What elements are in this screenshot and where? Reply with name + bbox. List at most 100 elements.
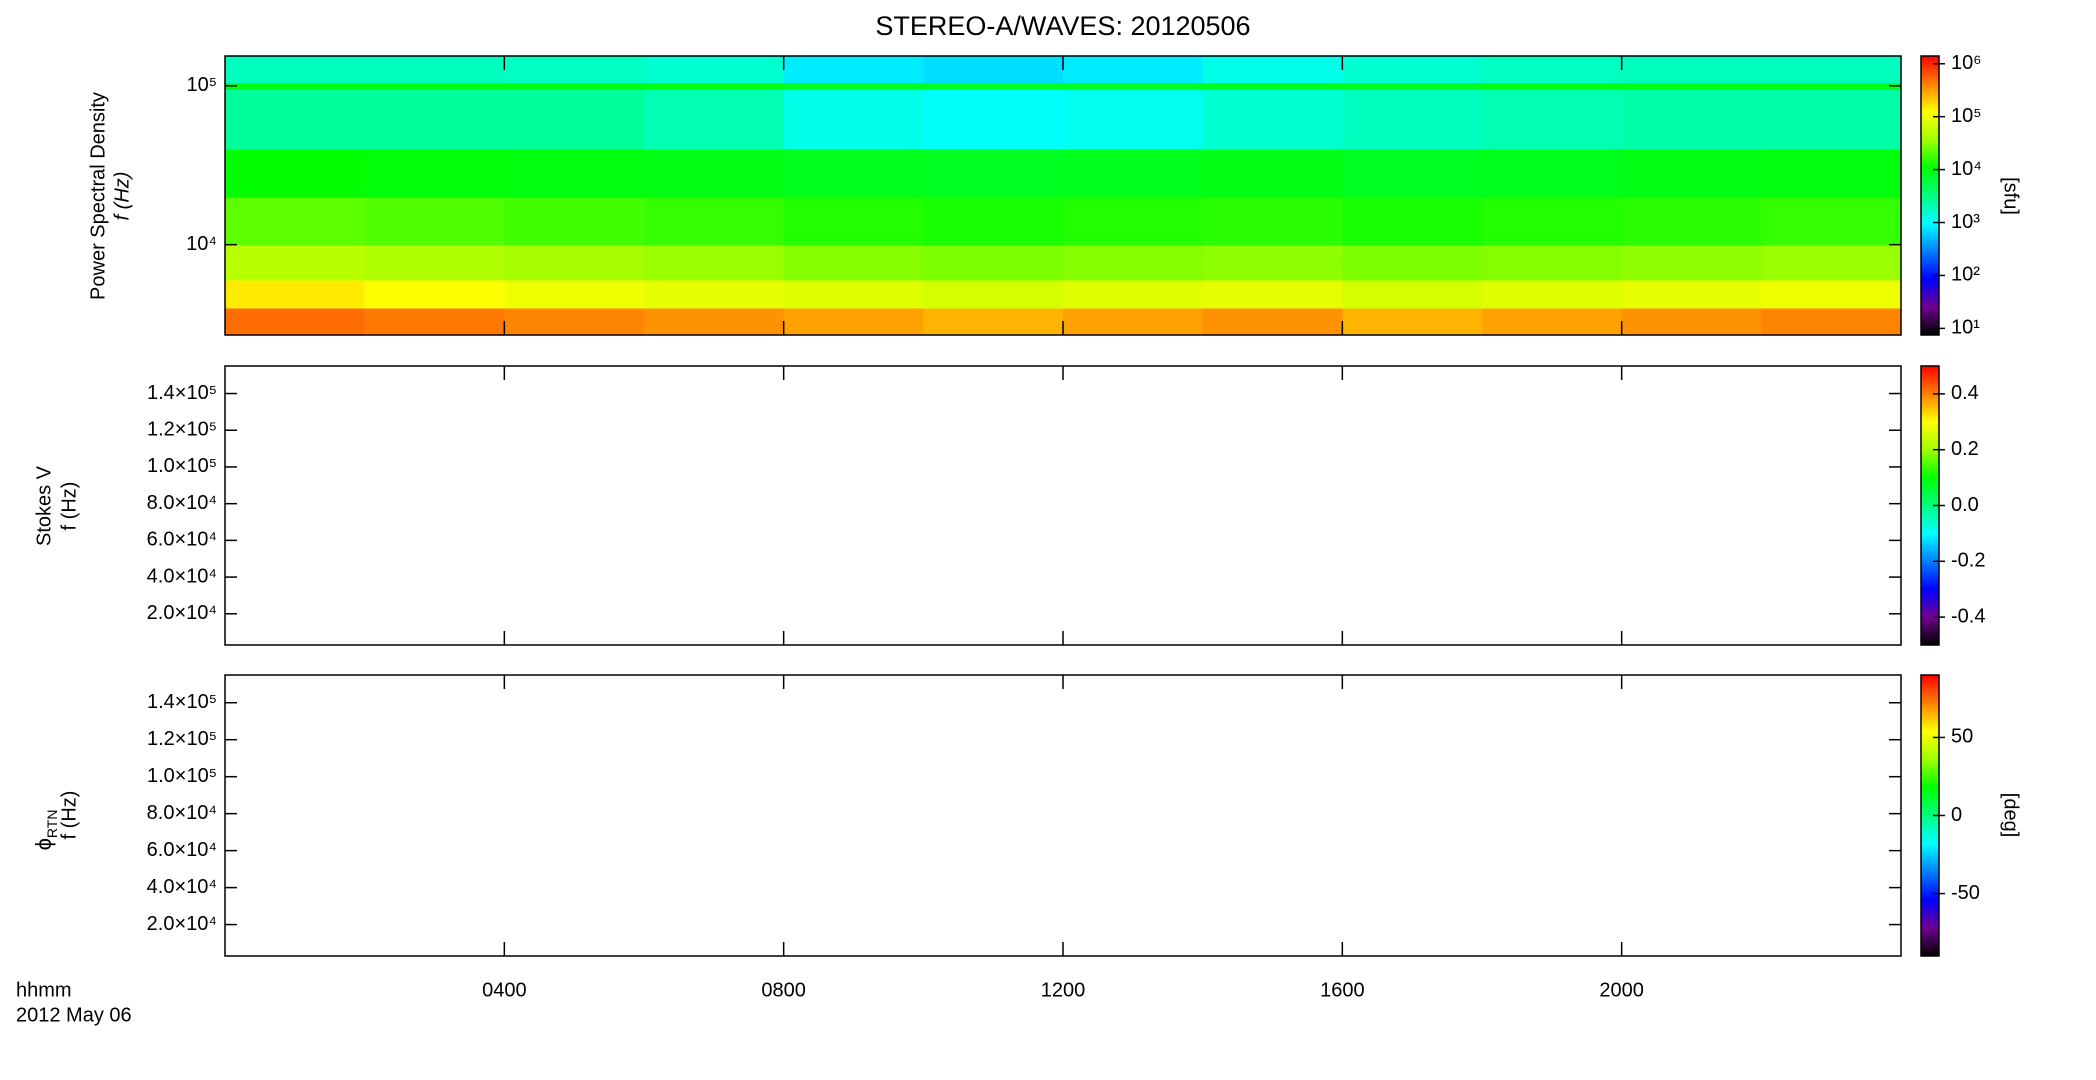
colorbar-tick-label: 10⁵ [1951, 105, 1982, 127]
heatmap-cell [1621, 279, 1762, 309]
colorbar-tick-label: 50 [1951, 726, 1973, 748]
heatmap-cell [1761, 89, 1902, 150]
heatmap-cell [504, 279, 645, 309]
heatmap-cell [923, 149, 1064, 198]
plot-frame [224, 365, 1902, 646]
heatmap-cell [783, 149, 924, 198]
heatmap-cell [1202, 307, 1343, 336]
heatmap-cell [364, 307, 505, 336]
heatmap-cell [1761, 196, 1902, 246]
heatmap-cell [1202, 149, 1343, 198]
heatmap-cell [225, 307, 366, 336]
heatmap-cell [1761, 82, 1902, 90]
heatmap-cell [1063, 307, 1204, 336]
heatmap-cell [923, 307, 1064, 336]
heatmap-cell [364, 244, 505, 281]
heatmap-cell [1621, 89, 1762, 150]
y-axis-label: f (Hz) [58, 791, 80, 840]
colorbar-tick-label: 10¹ [1951, 317, 1980, 339]
heatmap-cell [644, 196, 785, 246]
heatmap-cell [1482, 307, 1623, 336]
x-tick-label: 1200 [1041, 979, 1086, 1001]
y-tick-label: 4.0×10⁴ [147, 565, 217, 587]
heatmap-cell [1482, 244, 1623, 281]
heatmap-cell [504, 89, 645, 150]
heatmap-cell [1482, 149, 1623, 198]
y-axis-label: f (Hz) [58, 482, 80, 531]
heatmap-cell [504, 56, 645, 83]
heatmap-cell [1761, 149, 1902, 198]
heatmap-cell [1761, 279, 1902, 309]
heatmap-cell [783, 56, 924, 83]
colorbar-frame [1920, 55, 1940, 336]
heatmap-cell [364, 196, 505, 246]
heatmap-cell [1482, 279, 1623, 309]
heatmap-cell [923, 244, 1064, 281]
y-tick-label: 10⁴ [186, 233, 217, 255]
heatmap-cell [923, 89, 1064, 150]
heatmap-cell [1621, 56, 1762, 83]
colorbar-tick-label: 10⁶ [1951, 52, 1981, 74]
heatmap-cell [1063, 89, 1204, 150]
colorbar-label: [sfu] [2000, 177, 2022, 215]
colorbar-tick-label: 0 [1951, 804, 1962, 826]
heatmap-cell [1202, 244, 1343, 281]
heatmap-cell [1621, 244, 1762, 281]
heatmap-cell [364, 279, 505, 309]
heatmap-cell [644, 279, 785, 309]
heatmap-cell [644, 89, 785, 150]
y-tick-label: 2.0×10⁴ [147, 602, 217, 624]
heatmap-cell [1202, 89, 1343, 150]
heatmap-cell [783, 307, 924, 336]
colorbar-tick-label: -0.4 [1951, 605, 1985, 627]
y-tick-label: 1.0×10⁵ [147, 765, 217, 787]
heatmap-cell [1761, 307, 1902, 336]
heatmap-cell [1621, 307, 1762, 336]
colorbar [1921, 675, 1939, 956]
colorbar-tick-label: 0.4 [1951, 382, 1979, 404]
heatmap-cell [225, 244, 366, 281]
y-tick-label: 4.0×10⁴ [147, 876, 217, 898]
y-tick-label: 8.0×10⁴ [147, 802, 217, 824]
y-tick-label: 1.0×10⁵ [147, 455, 217, 477]
heatmap-cell [644, 149, 785, 198]
heatmap-cell [504, 82, 645, 90]
heatmap-cell [1342, 279, 1483, 309]
heatmap-cell [923, 82, 1064, 90]
heatmap-cell [1621, 196, 1762, 246]
heatmap-cell [1063, 82, 1204, 90]
x-tick-label: 2000 [1599, 979, 1644, 1001]
heatmap-cell [1202, 56, 1343, 83]
y-axis-label: Stokes V [33, 465, 55, 546]
x-tick-label: 0400 [482, 979, 527, 1001]
heatmap-cell [644, 56, 785, 83]
heatmap-cell [1761, 244, 1902, 281]
colorbar-tick-label: 0.0 [1951, 494, 1979, 516]
chart-title: STEREO-A/WAVES: 20120506 [875, 11, 1250, 41]
heatmap-cell [1342, 82, 1483, 90]
heatmap-cell [1202, 279, 1343, 309]
y-tick-label: 1.4×10⁵ [147, 691, 217, 713]
heatmap-cell [783, 89, 924, 150]
heatmap-cell [923, 279, 1064, 309]
heatmap-cell [1202, 196, 1343, 246]
colorbar-tick-label: -0.2 [1951, 550, 1985, 572]
heatmap-cell [923, 196, 1064, 246]
heatmap-cell [1621, 82, 1762, 90]
y-axis-label: ϕRTN [31, 810, 60, 851]
y-axis-label: Power Spectral Density [87, 92, 109, 300]
heatmap-cell [504, 196, 645, 246]
plot-frame [224, 674, 1902, 957]
heatmap-cell [1063, 279, 1204, 309]
y-tick-label: 6.0×10⁴ [147, 529, 217, 551]
heatmap-cell [1063, 244, 1204, 281]
heatmap-cell [1342, 149, 1483, 198]
heatmap-cell [783, 82, 924, 90]
colorbar-tick-label: 10² [1951, 264, 1980, 286]
heatmap-cell [923, 56, 1064, 83]
y-axis-label: f (Hz) [111, 172, 133, 221]
colorbar-label: [deg] [2000, 793, 2022, 837]
heatmap-cell [225, 56, 366, 83]
x-tick-label: 0800 [761, 979, 806, 1001]
